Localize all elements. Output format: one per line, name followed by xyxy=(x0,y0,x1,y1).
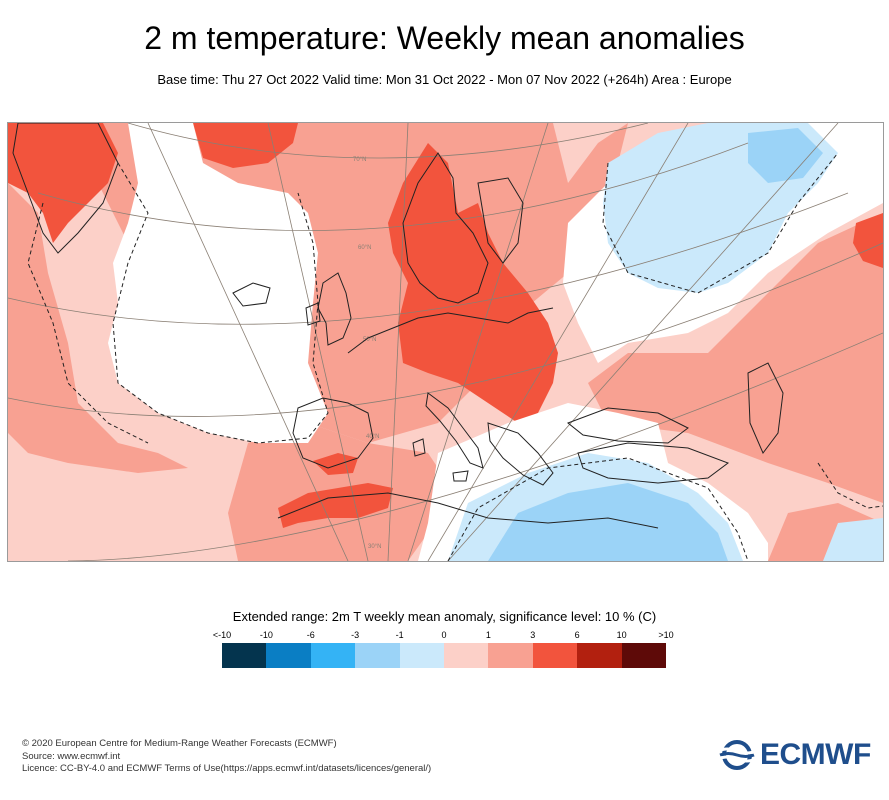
latitude-30 xyxy=(67,332,883,561)
latitude-50 xyxy=(8,192,849,325)
anomaly-zone-strong-caspian xyxy=(853,213,883,268)
coast-anatolia xyxy=(577,442,730,484)
anomaly-zone-medium-west-atlantic xyxy=(8,183,188,473)
coast-finland xyxy=(477,177,524,264)
lat-label-50: 50°N xyxy=(363,337,376,343)
coast-greenland xyxy=(12,123,119,254)
anomaly-map: 70°N 60°N 50°N 40°N 30°N xyxy=(7,122,884,562)
legend-tick: 10 xyxy=(616,630,627,640)
copyright-line: © 2020 European Centre for Medium-Range … xyxy=(22,738,337,749)
contour-atlantic xyxy=(112,162,329,444)
legend-tick: <-10 xyxy=(212,630,232,640)
anomaly-zone-strong-scandinavia xyxy=(388,143,558,423)
anomaly-zone-colder-russia xyxy=(748,128,823,183)
coast-caspian xyxy=(747,362,784,454)
meridian-d xyxy=(407,123,549,561)
legend-swatch xyxy=(532,643,578,668)
legend-swatch xyxy=(444,643,489,668)
coast-ireland xyxy=(305,302,321,326)
licence-line: Licence: CC-BY-4.0 and ECMWF Terms of Us… xyxy=(22,763,432,774)
anomaly-zone-strong-north-africa xyxy=(278,483,393,528)
contour-west xyxy=(27,202,149,444)
anomaly-zone-cool-levant xyxy=(823,518,883,561)
ecmwf-logo-icon xyxy=(718,740,756,770)
coast-balkans xyxy=(487,422,554,486)
latitude-40 xyxy=(8,242,883,417)
coast-iberia xyxy=(292,397,374,469)
legend-tick: 0 xyxy=(441,630,447,640)
coast-scandinavia xyxy=(402,152,489,304)
legend-swatch xyxy=(266,643,311,668)
latitude-70 xyxy=(127,123,649,159)
anomaly-zone-strong-greenland xyxy=(8,123,118,243)
anomaly-zone-colder-mediterranean xyxy=(488,483,728,561)
legend-tick: -6 xyxy=(306,630,315,640)
coast-british-isles xyxy=(317,272,352,346)
latitude-60 xyxy=(37,142,749,232)
coast-sicily-sardinia xyxy=(412,438,469,482)
anomaly-zone-strong-greenland-east xyxy=(193,123,298,168)
legend-tick: 1 xyxy=(485,630,491,640)
anomaly-zone-medium-east xyxy=(588,213,883,503)
coast-italy xyxy=(425,392,484,469)
legend-swatch xyxy=(355,643,400,668)
legend-swatch xyxy=(621,643,667,668)
legend-tick: >10 xyxy=(658,630,674,640)
map-svg: 70°N 60°N 50°N 40°N 30°N xyxy=(8,123,883,561)
chart-title: 2 m temperature: Weekly mean anomalies xyxy=(144,20,745,56)
legend-tick: -1 xyxy=(395,630,404,640)
legend-tick: -3 xyxy=(351,630,360,640)
meridian-c xyxy=(387,123,409,561)
coast-iceland xyxy=(232,282,271,307)
legend-title: Extended range: 2m T weekly mean anomaly… xyxy=(232,609,657,624)
lat-label-60: 60°N xyxy=(358,245,371,251)
meridian-a xyxy=(147,123,349,561)
lat-label-30: 30°N xyxy=(368,544,381,550)
ecmwf-logo: ECMWF xyxy=(718,738,871,772)
contour-southeast xyxy=(817,462,883,509)
lat-label-70: 70°N xyxy=(353,157,366,163)
legend-swatch xyxy=(488,643,533,668)
legend-swatch xyxy=(577,643,622,668)
coast-black-sea xyxy=(567,407,689,444)
legend-ticks: <-10 -10 -6 -3 -1 0 1 3 6 10 >10 xyxy=(213,629,674,641)
source-line: Source: www.ecmwf.int xyxy=(22,750,121,762)
chart-subtitle: Base time: Thu 27 Oct 2022 Valid time: M… xyxy=(157,72,732,87)
ecmwf-logo-text: ECMWF xyxy=(760,738,871,771)
legend-swatch xyxy=(222,643,267,668)
anomaly-zone-neutral-atlantic xyxy=(108,123,328,443)
legend-tick: 3 xyxy=(530,630,536,640)
coastlines xyxy=(12,123,784,529)
legend-swatch xyxy=(310,643,356,668)
meridian-b xyxy=(267,123,369,561)
footer: © 2020 European Centre for Medium-Range … xyxy=(22,738,431,776)
legend-color-bar xyxy=(222,643,667,668)
legend-swatch xyxy=(399,643,445,668)
coast-continental xyxy=(347,307,554,354)
coast-north-africa xyxy=(277,492,659,529)
significance-contours xyxy=(27,152,883,561)
legend-tick: -10 xyxy=(259,630,273,640)
meridian-e xyxy=(427,123,689,561)
legend-tick: 6 xyxy=(574,630,580,640)
